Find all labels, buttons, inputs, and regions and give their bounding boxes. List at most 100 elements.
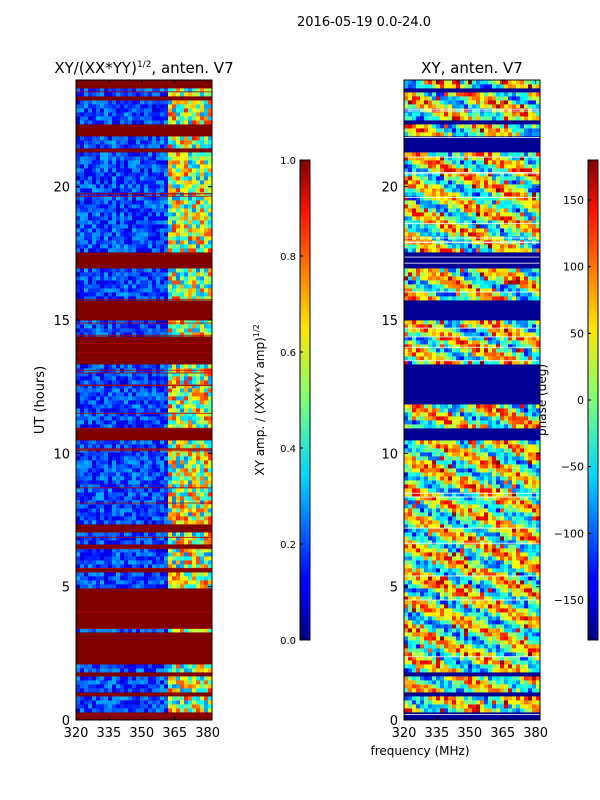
amplitude-heatmap-cell <box>124 204 129 209</box>
amplitude-heatmap-cell <box>84 556 89 561</box>
amplitude-heatmap-cell <box>84 640 89 645</box>
amplitude-heatmap-cell <box>88 560 93 565</box>
amplitude-heatmap-cell <box>76 712 81 717</box>
amplitude-heatmap-cell <box>204 584 209 589</box>
amplitude-heatmap-cell <box>164 168 169 173</box>
amplitude-heatmap-cell <box>124 184 129 189</box>
amplitude-heatmap-cell <box>144 224 149 229</box>
amplitude-heatmap-cell <box>136 332 141 337</box>
amplitude-heatmap-cell <box>160 272 165 277</box>
amplitude-heatmap-cell <box>184 696 189 701</box>
amplitude-heatmap-cell <box>116 256 121 261</box>
amplitude-heatmap-cell <box>112 288 117 293</box>
amplitude-heatmap-cell <box>208 568 213 573</box>
amplitude-heatmap-cell <box>160 276 165 281</box>
amplitude-heatmap-cell <box>160 432 165 437</box>
amplitude-heatmap-cell <box>100 700 105 705</box>
amplitude-heatmap-cell <box>164 524 169 529</box>
amplitude-heatmap-cell <box>76 524 81 529</box>
amplitude-heatmap-cell <box>164 344 169 349</box>
amplitude-heatmap-cell <box>116 480 121 485</box>
amplitude-heatmap-cell <box>132 696 137 701</box>
amplitude-heatmap-cell <box>140 188 145 193</box>
amplitude-heatmap-cell <box>180 184 185 189</box>
amplitude-heatmap-cell <box>152 204 157 209</box>
amplitude-heatmap-cell <box>112 312 117 317</box>
amplitude-heatmap-cell <box>200 512 205 517</box>
amplitude-heatmap-cell <box>92 380 97 385</box>
amplitude-heatmap-cell <box>128 224 133 229</box>
amplitude-heatmap-cell <box>100 704 105 709</box>
amplitude-heatmap-cell <box>176 468 181 473</box>
amplitude-heatmap-cell <box>200 324 205 329</box>
amplitude-heatmap-cell <box>184 496 189 501</box>
amplitude-heatmap-cell <box>204 380 209 385</box>
amplitude-heatmap-cell <box>196 444 201 449</box>
amplitude-heatmap-cell <box>192 504 197 509</box>
amplitude-heatmap-cell <box>132 280 137 285</box>
amplitude-heatmap-cell <box>88 420 93 425</box>
amplitude-heatmap-cell <box>192 388 197 393</box>
amplitude-heatmap-cell <box>76 680 81 685</box>
amplitude-heatmap-cell <box>152 628 157 633</box>
amplitude-heatmap-cell <box>204 676 209 681</box>
amplitude-heatmap-cell <box>76 512 81 517</box>
amplitude-heatmap-cell <box>108 424 113 429</box>
amplitude-heatmap-cell <box>120 132 125 137</box>
amplitude-heatmap-cell <box>208 452 213 457</box>
amplitude-heatmap-cell <box>100 692 105 697</box>
amplitude-heatmap-cell <box>152 632 157 637</box>
amplitude-heatmap-cell <box>208 180 213 185</box>
amplitude-heatmap-cell <box>116 268 121 273</box>
amplitude-heatmap-cell <box>124 148 129 153</box>
amplitude-heatmap-cell <box>172 520 177 525</box>
amplitude-heatmap-cell <box>112 512 117 517</box>
amplitude-heatmap-cell <box>176 672 181 677</box>
amplitude-heatmap-cell <box>204 544 209 549</box>
amplitude-heatmap-cell <box>156 412 161 417</box>
amplitude-heatmap-cell <box>96 652 101 657</box>
amplitude-heatmap-cell <box>160 620 165 625</box>
amplitude-heatmap-cell <box>120 252 125 257</box>
amplitude-heatmap-cell <box>160 708 165 713</box>
amplitude-heatmap-cell <box>176 456 181 461</box>
amplitude-heatmap-cell <box>208 364 213 369</box>
amplitude-heatmap-cell <box>84 264 89 269</box>
amplitude-heatmap-cell <box>168 436 173 441</box>
amplitude-heatmap-cell <box>108 668 113 673</box>
amplitude-heatmap-cell <box>184 668 189 673</box>
amplitude-heatmap-cell <box>112 516 117 521</box>
amplitude-heatmap-cell <box>168 172 173 177</box>
amplitude-heatmap-cell <box>180 408 185 413</box>
amplitude-heatmap-cell <box>152 336 157 341</box>
amplitude-heatmap-cell <box>128 552 133 557</box>
amplitude-heatmap-cell <box>196 188 201 193</box>
amplitude-heatmap-cell <box>172 232 177 237</box>
amplitude-heatmap-cell <box>160 628 165 633</box>
amplitude-heatmap-cell <box>136 520 141 525</box>
amplitude-heatmap-cell <box>104 408 109 413</box>
amplitude-heatmap-cell <box>184 508 189 513</box>
amplitude-heatmap-cell <box>176 212 181 217</box>
amplitude-heatmap-cell <box>116 360 121 365</box>
amplitude-heatmap-cell <box>88 604 93 609</box>
amplitude-heatmap-cell <box>196 208 201 213</box>
amplitude-heatmap-cell <box>176 656 181 661</box>
amplitude-heatmap-cell <box>200 480 205 485</box>
amplitude-heatmap-cell <box>116 180 121 185</box>
amplitude-heatmap-cell <box>184 564 189 569</box>
amplitude-heatmap-cell <box>164 140 169 145</box>
amplitude-heatmap-cell <box>104 476 109 481</box>
amplitude-heatmap-cell <box>164 304 169 309</box>
amplitude-heatmap-cell <box>152 320 157 325</box>
amplitude-heatmap-cell <box>196 292 201 297</box>
amplitude-heatmap-cell <box>180 652 185 657</box>
amplitude-heatmap-cell <box>124 324 129 329</box>
amplitude-heatmap-cell <box>156 660 161 665</box>
amplitude-heatmap-cell <box>184 388 189 393</box>
amplitude-heatmap-cell <box>144 248 149 253</box>
amplitude-heatmap-cell <box>192 520 197 525</box>
amplitude-heatmap-cell <box>152 356 157 361</box>
amplitude-heatmap-cell <box>112 472 117 477</box>
amplitude-heatmap-cell <box>192 400 197 405</box>
